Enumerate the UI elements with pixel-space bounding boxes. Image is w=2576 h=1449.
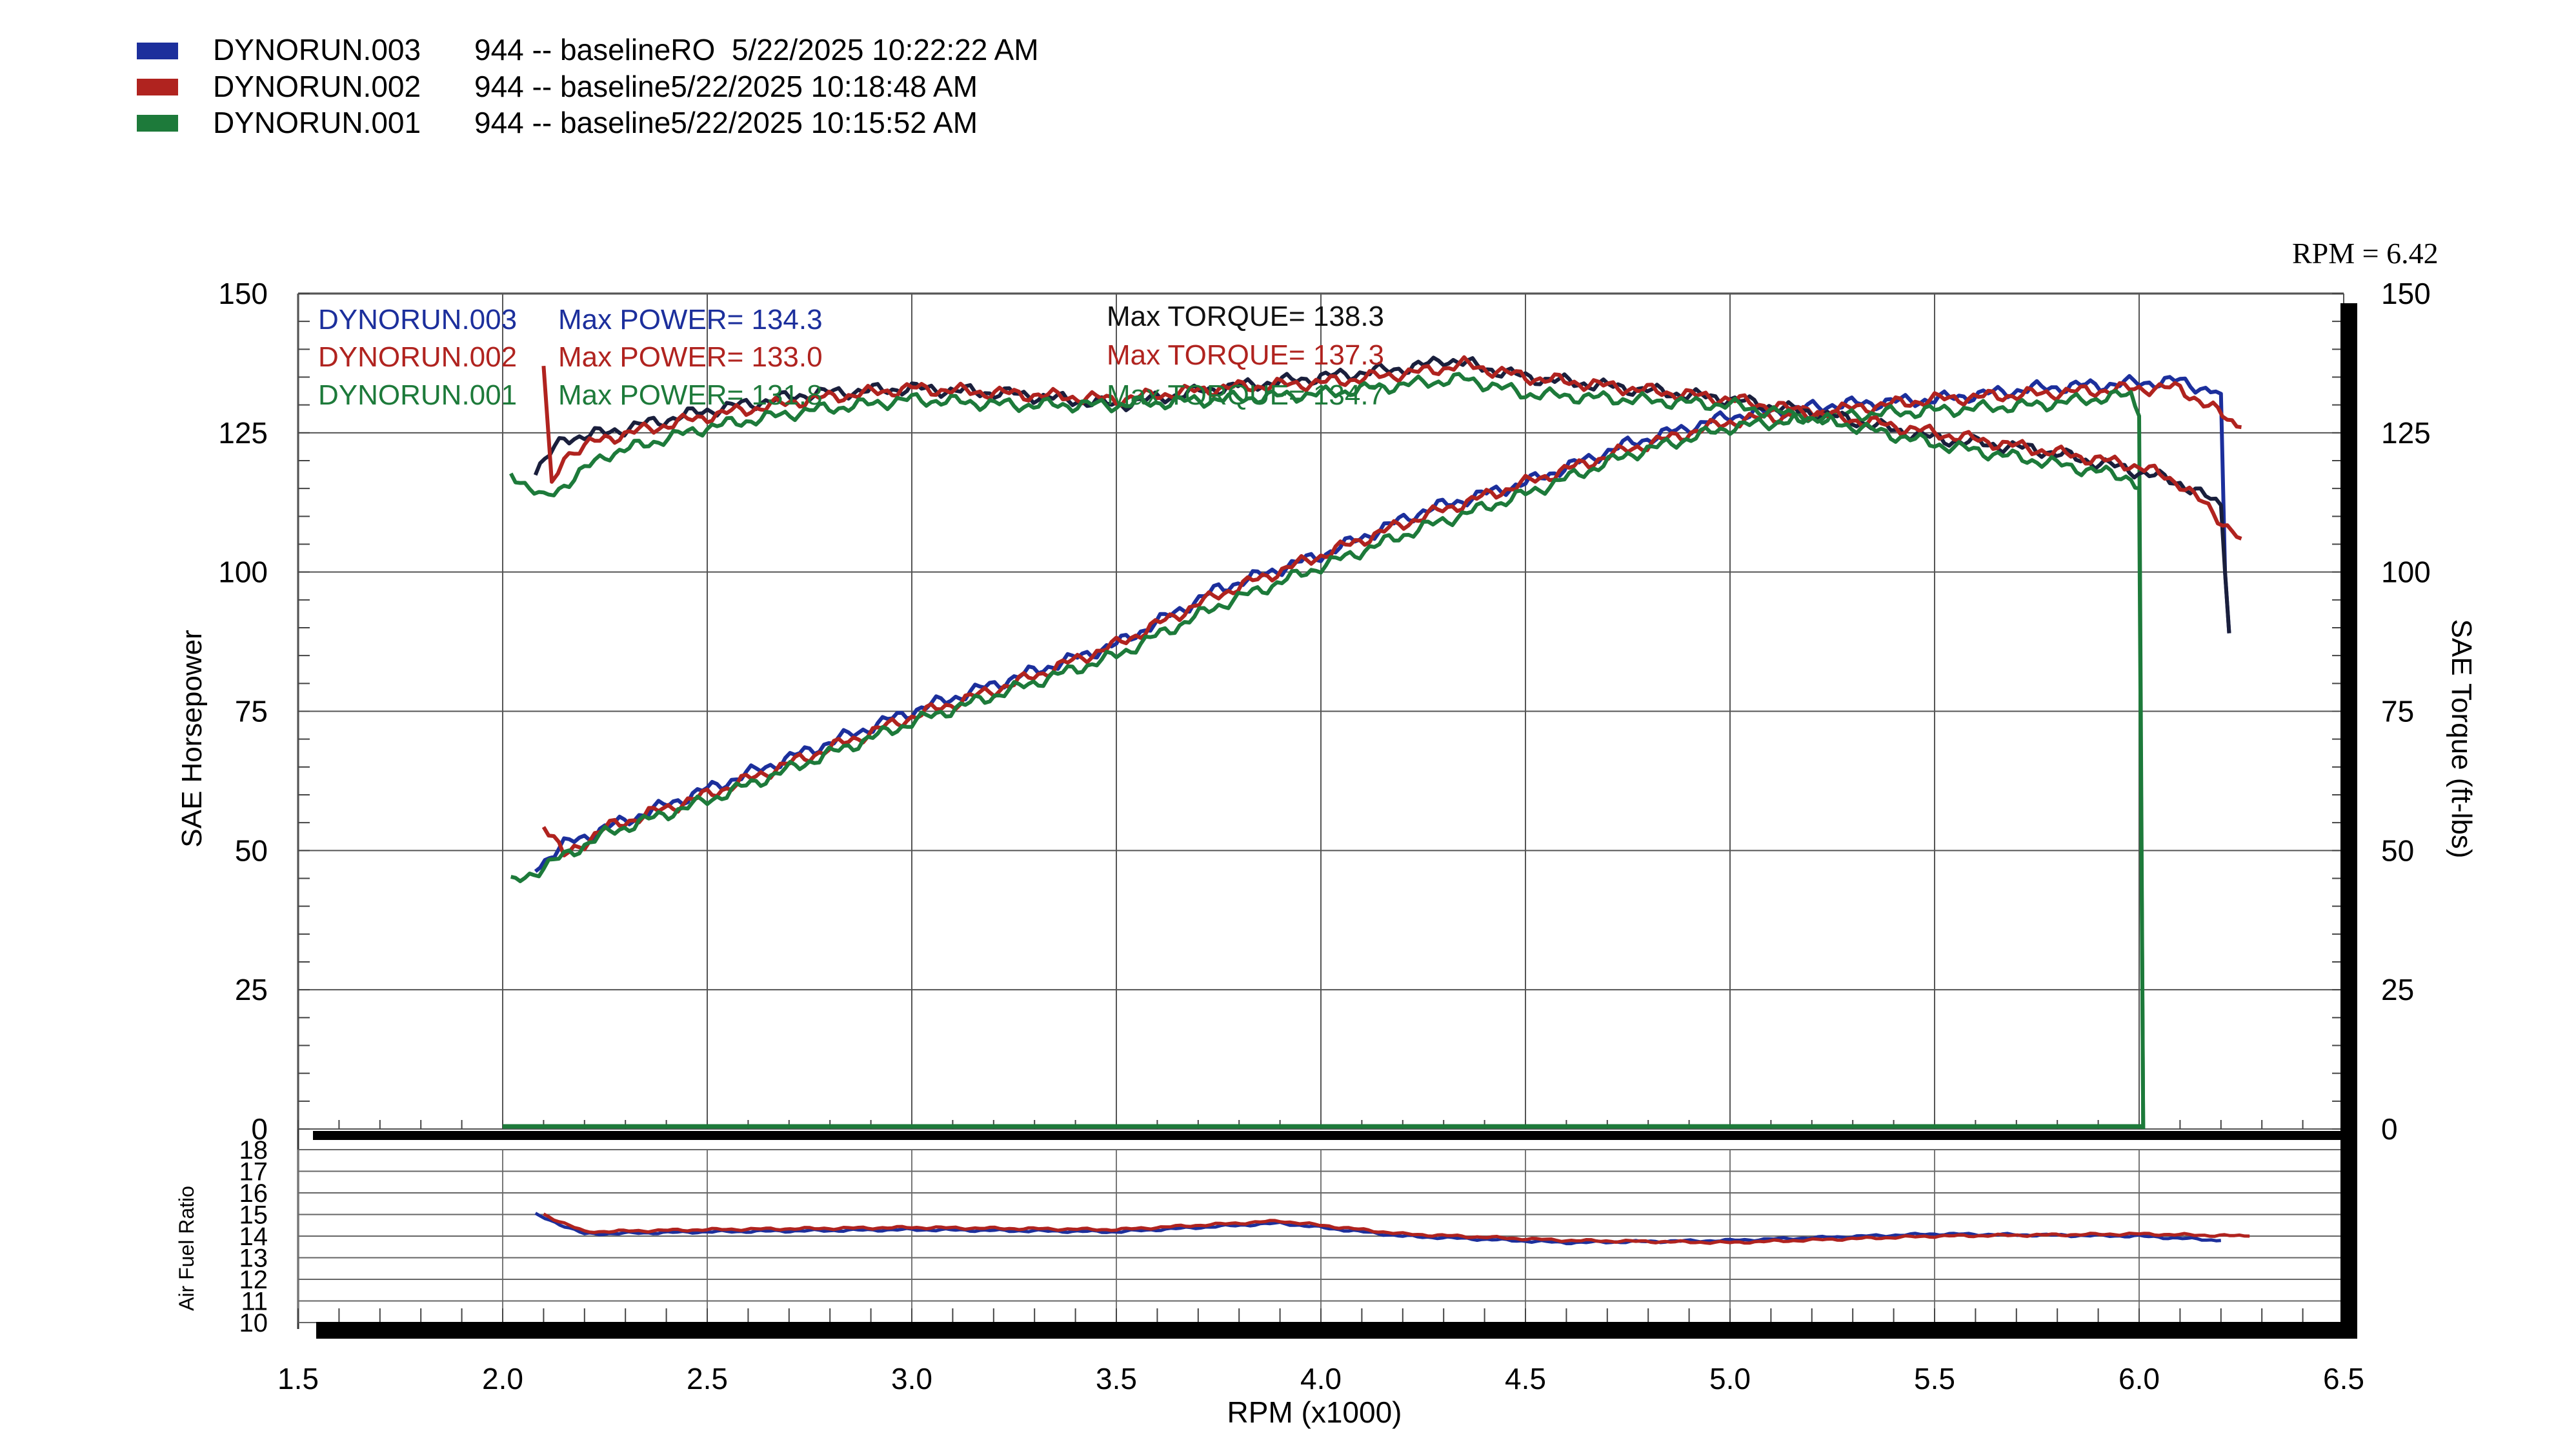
x-tick-label: 3.5 (1096, 1362, 1137, 1395)
annotation-run-002-power: Max POWER= 133.0 (558, 341, 823, 373)
x-tick-label: 4.0 (1300, 1362, 1342, 1395)
afr-tick-label: 11 (241, 1288, 268, 1316)
y-right-tick-label: 75 (2381, 695, 2414, 728)
x-tick-label: 6.5 (2323, 1362, 2364, 1395)
y-right-tick-label: 125 (2381, 416, 2431, 450)
legend-desc-run-001: 944 -- baseline5/22/2025 10:15:52 AM (474, 106, 978, 139)
annotation-run-003-torque: Max TORQUE= 138.3 (1107, 301, 1384, 332)
series-dynorun-001-torque (509, 372, 2146, 1130)
legend-swatch-run-001 (137, 115, 178, 132)
legend-desc-run-003: 944 -- baselineRO 5/22/2025 10:22:22 AM (474, 33, 1039, 66)
rpm-readout: RPM = 6.42 (2292, 237, 2439, 270)
annotation-run-002-name: DYNORUN.002 (318, 341, 517, 373)
legend-label-run-001: DYNORUN.001 (213, 106, 421, 139)
y-right-tick-label: 150 (2381, 277, 2431, 310)
annotation-run-003-name: DYNORUN.003 (318, 304, 517, 335)
legend-swatch-run-002 (137, 79, 178, 95)
afr-tick-label: 16 (239, 1179, 268, 1208)
legend-swatch-run-003 (137, 43, 178, 59)
annotation-run-002-torque: Max TORQUE= 137.3 (1107, 339, 1384, 371)
y-right-tick-label: 25 (2381, 973, 2414, 1006)
y-axis-left-ticks: 0 25 50 75 100 125 150 (218, 277, 310, 1146)
afr-tick-label: 14 (239, 1223, 268, 1251)
y-axis-right-label: SAE Torque (ft-lbs) (2446, 619, 2477, 859)
legend-desc-run-002: 944 -- baseline5/22/2025 10:18:48 AM (474, 70, 978, 103)
y-axis-left-label: SAE Horsepower (176, 630, 208, 847)
y-left-tick-label: 150 (218, 277, 268, 310)
series-dynorun-002-torque (541, 355, 2242, 541)
x-tick-label: 4.5 (1505, 1362, 1546, 1395)
series-layer (503, 355, 2250, 1246)
annotation-run-001-torque: Max TORQUE= 134.7 (1107, 379, 1384, 411)
afr-tick-label: 15 (239, 1201, 268, 1230)
max-annotations: DYNORUN.003 Max POWER= 134.3 Max TORQUE=… (318, 301, 1384, 411)
afr-plot-grid (297, 1149, 2344, 1323)
x-tick-label: 5.0 (1709, 1362, 1751, 1395)
afr-tick-label: 12 (239, 1266, 268, 1294)
annotation-run-001-power: Max POWER= 131.8 (558, 379, 823, 411)
legend: DYNORUN.003 944 -- baselineRO 5/22/2025 … (137, 33, 1039, 139)
afr-axis-label: Air Fuel Ratio (175, 1186, 198, 1311)
x-tick-label: 2.0 (482, 1362, 523, 1395)
x-tick-label: 1.5 (277, 1362, 319, 1395)
y-left-tick-label: 125 (218, 416, 268, 450)
x-axis-label: RPM (x1000) (1227, 1395, 1402, 1429)
y-left-tick-label: 75 (235, 695, 268, 728)
x-tick-label: 6.0 (2118, 1362, 2160, 1395)
y-left-tick-label: 25 (235, 973, 268, 1006)
afr-tick-label: 17 (239, 1158, 268, 1186)
annotation-run-003-power: Max POWER= 134.3 (558, 304, 823, 335)
series-dynorun-003-torque (533, 355, 2231, 634)
y-right-tick-label: 0 (2381, 1112, 2398, 1146)
y-left-tick-label: 50 (235, 834, 268, 867)
y-left-tick-label: 100 (218, 555, 268, 589)
x-tick-label: 2.5 (687, 1362, 728, 1395)
y-right-tick-label: 50 (2381, 834, 2414, 867)
y-right-tick-label: 100 (2381, 555, 2431, 589)
afr-tick-label: 13 (239, 1244, 268, 1273)
x-tick-label: 3.0 (891, 1362, 932, 1395)
annotation-run-001-name: DYNORUN.001 (318, 379, 517, 411)
legend-label-run-003: DYNORUN.003 (213, 33, 421, 66)
afr-tick-label: 18 (239, 1136, 268, 1164)
legend-label-run-002: DYNORUN.002 (213, 70, 421, 103)
y-axis-right-ticks: 0 25 50 75 100 125 150 (2332, 277, 2431, 1146)
afr-tick-label: 10 (239, 1309, 268, 1337)
x-tick-label: 5.5 (1914, 1362, 1955, 1395)
series-dynorun-001-power (510, 389, 2146, 1130)
y-left-tick-label: 0 (251, 1112, 268, 1146)
series-dynorun-002-afr (543, 1212, 2250, 1245)
